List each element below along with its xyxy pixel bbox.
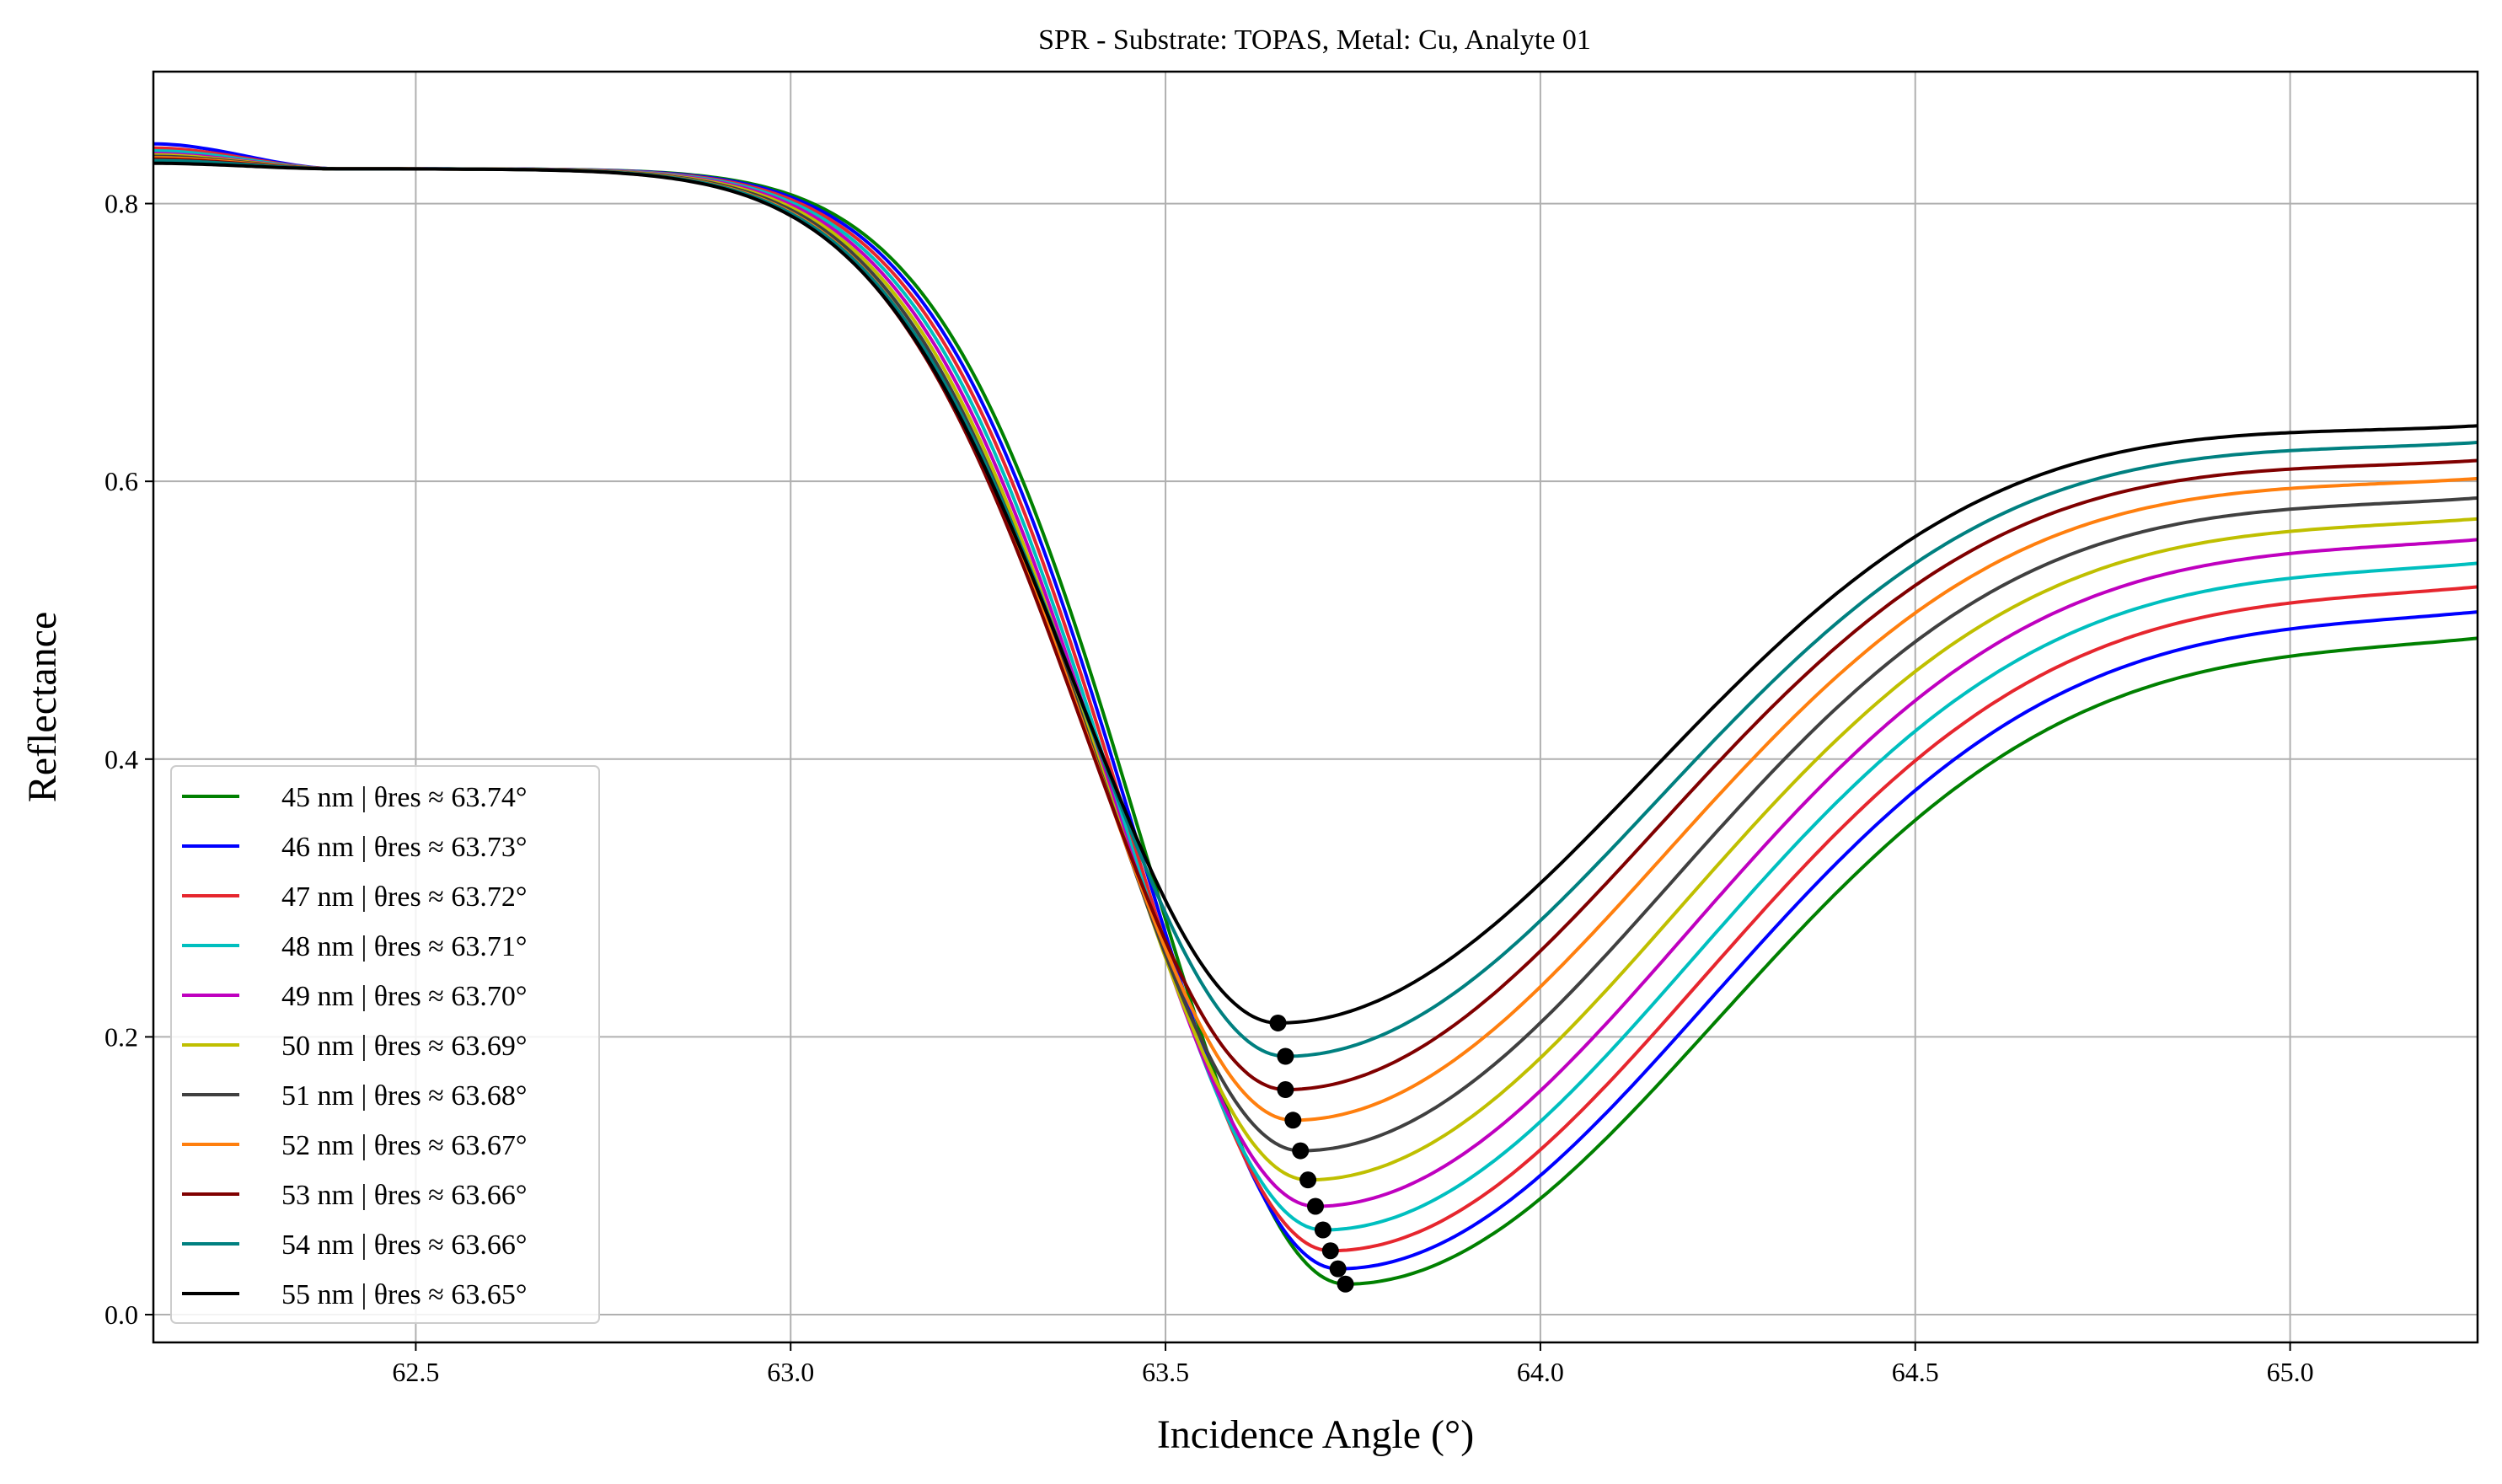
y-tick-label: 0.8	[104, 189, 138, 219]
resonance-point-8	[1277, 1081, 1294, 1099]
x-tick-label: 63.5	[1142, 1357, 1189, 1387]
resonance-point-7	[1284, 1112, 1302, 1129]
y-tick-label: 0.2	[104, 1021, 138, 1052]
y-axis-label: Reflectance	[20, 612, 65, 803]
y-tick-label: 0.4	[104, 744, 138, 774]
resonance-point-1	[1329, 1260, 1347, 1278]
resonance-point-0	[1337, 1275, 1354, 1293]
legend-label-0: 45 nm | θres ≈ 63.74°	[281, 782, 527, 813]
x-tick-label: 62.5	[392, 1357, 439, 1387]
resonance-point-5	[1299, 1171, 1317, 1189]
resonance-point-10	[1269, 1014, 1287, 1031]
legend-label-5: 50 nm | θres ≈ 63.69°	[281, 1031, 527, 1062]
plot-frame	[152, 70, 2479, 1344]
legend-label-7: 52 nm | θres ≈ 63.67°	[281, 1130, 527, 1161]
x-tick-label: 65.0	[2267, 1357, 2314, 1387]
x-axis-label: Incidence Angle (°)	[1157, 1412, 1474, 1457]
legend-box	[170, 765, 600, 1324]
resonance-point-4	[1307, 1197, 1324, 1215]
resonance-markers	[1269, 1014, 1354, 1293]
legend-label-8: 53 nm | θres ≈ 63.66°	[281, 1180, 527, 1211]
x-tick-label: 63.0	[767, 1357, 814, 1387]
y-tick-label: 0.6	[104, 466, 138, 496]
legend-label-2: 47 nm | θres ≈ 63.72°	[281, 881, 527, 913]
legend-label-10: 55 nm | θres ≈ 63.65°	[281, 1279, 527, 1310]
legend-label-1: 46 nm | θres ≈ 63.73°	[281, 832, 527, 863]
y-tick-label: 0.0	[104, 1299, 138, 1330]
resonance-point-6	[1292, 1142, 1310, 1160]
chart-title: SPR - Substrate: TOPAS, Metal: Cu, Analy…	[1038, 24, 1591, 56]
resonance-point-9	[1277, 1047, 1294, 1065]
axis-ticks: 62.5 63.0 63.5 64.0 64.5 65.0 0.0 0.2 0.4 0.6 0.8	[104, 189, 2314, 1387]
legend-label-9: 54 nm | θres ≈ 63.66°	[281, 1230, 527, 1261]
resonance-point-2	[1321, 1242, 1339, 1260]
legend-label-3: 48 nm | θres ≈ 63.71°	[281, 931, 527, 962]
x-tick-label: 64.5	[1892, 1357, 1939, 1387]
series-line-10	[153, 161, 2478, 1025]
x-tick-label: 64.0	[1517, 1357, 1564, 1387]
legend: 45 nm | θres ≈ 63.74° 46 nm | θres ≈ 63.7…	[170, 765, 600, 1324]
resonance-point-3	[1314, 1221, 1331, 1239]
legend-label-4: 49 nm | θres ≈ 63.70°	[281, 981, 527, 1012]
legend-label-6: 51 nm | θres ≈ 63.68°	[281, 1080, 527, 1112]
